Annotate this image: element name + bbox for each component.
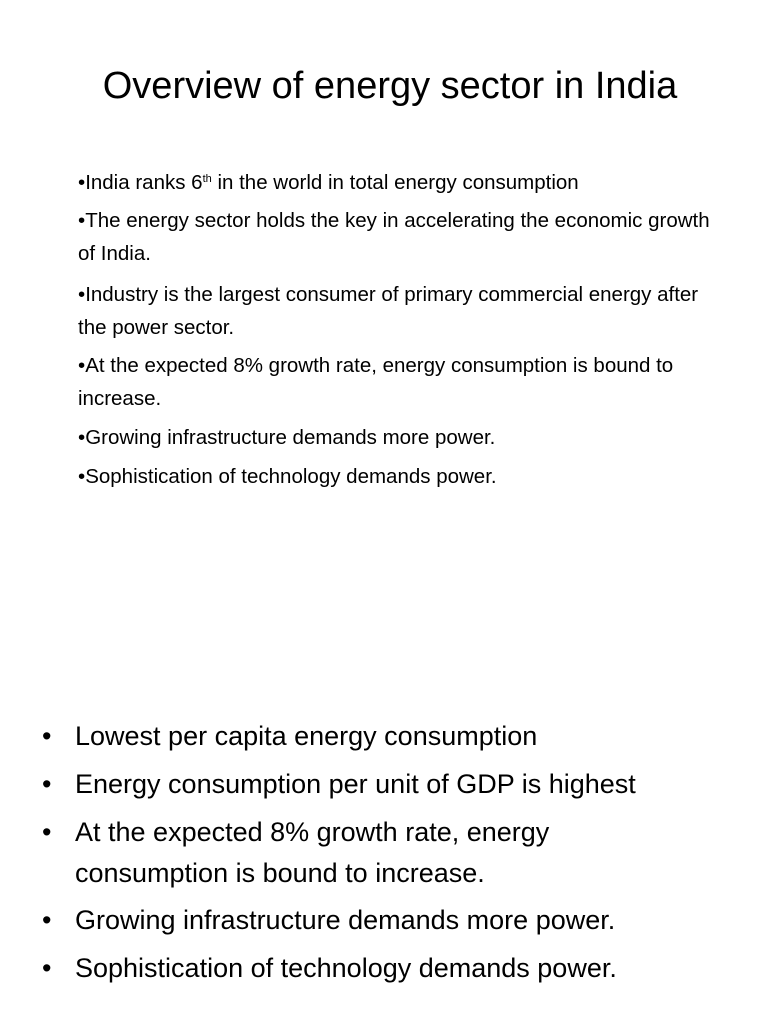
top-point: The energy sector holds the key in accel… (78, 204, 728, 270)
bottom-point: Energy consumption per unit of GDP is hi… (42, 764, 745, 805)
top-point: Sophistication of technology demands pow… (78, 460, 728, 493)
bottom-point: Sophistication of technology demands pow… (42, 948, 745, 989)
superscript: th (202, 173, 212, 185)
text: in the world in total energy consumption (211, 171, 579, 194)
top-point: Growing infrastructure demands more powe… (78, 421, 728, 454)
bottom-point: Lowest per capita energy consumption (42, 716, 745, 757)
top-point: India ranks 6th in the world in total en… (78, 166, 728, 199)
bottom-point: At the expected 8% growth rate, energy c… (42, 812, 675, 894)
top-point: At the expected 8% growth rate, energy c… (78, 349, 728, 415)
top-point: Industry is the largest consumer of prim… (78, 278, 728, 344)
bottom-point: Growing infrastructure demands more powe… (42, 900, 745, 941)
text: India ranks 6 (85, 171, 203, 194)
title: Overview of energy sector in India (102, 65, 678, 107)
